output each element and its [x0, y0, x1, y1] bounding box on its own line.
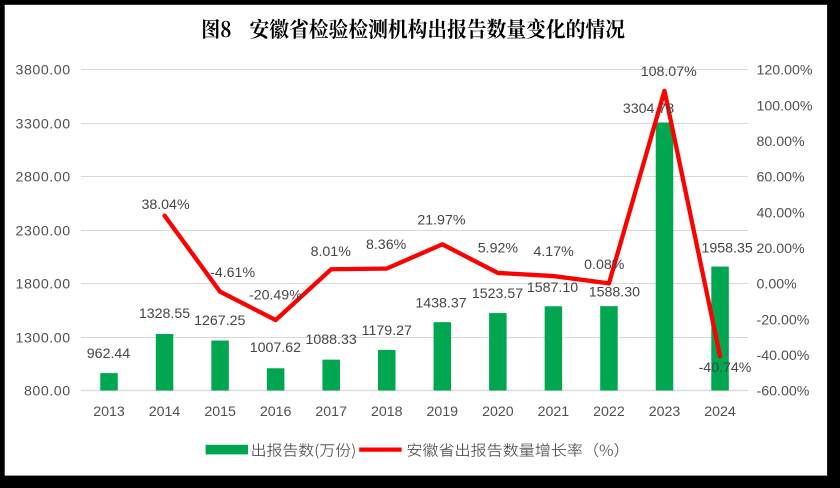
svg-text:2020: 2020: [482, 404, 514, 420]
svg-text:0.08%: 0.08%: [584, 257, 625, 273]
svg-text:21.97%: 21.97%: [417, 213, 466, 229]
svg-text:-4.61%: -4.61%: [210, 265, 255, 281]
svg-text:60.00%: 60.00%: [757, 170, 806, 186]
svg-text:2017: 2017: [315, 404, 347, 420]
svg-text:2014: 2014: [149, 404, 181, 420]
svg-text:800.00: 800.00: [24, 384, 71, 400]
svg-text:962.44: 962.44: [87, 346, 131, 362]
svg-text:3304.78: 3304.78: [623, 101, 674, 117]
svg-text:2021: 2021: [538, 404, 570, 420]
svg-text:1328.55: 1328.55: [139, 306, 190, 322]
svg-text:8.36%: 8.36%: [366, 237, 407, 253]
svg-text:80.00%: 80.00%: [757, 134, 806, 150]
svg-text:4.17%: 4.17%: [533, 244, 574, 260]
svg-text:2018: 2018: [371, 404, 403, 420]
svg-text:2013: 2013: [93, 404, 125, 420]
svg-text:1007.62: 1007.62: [250, 340, 301, 356]
svg-text:0.00%: 0.00%: [757, 277, 798, 293]
svg-text:108.07%: 108.07%: [641, 64, 697, 80]
svg-text:2800.00: 2800.00: [16, 170, 71, 186]
svg-text:2019: 2019: [427, 404, 459, 420]
svg-text:1800.00: 1800.00: [16, 277, 71, 293]
svg-text:1958.35: 1958.35: [701, 241, 752, 257]
svg-text:1267.25: 1267.25: [194, 313, 245, 329]
svg-text:1523.57: 1523.57: [472, 286, 523, 302]
svg-text:1300.00: 1300.00: [16, 331, 71, 347]
svg-text:-60.00%: -60.00%: [757, 384, 810, 400]
svg-text:100.00%: 100.00%: [757, 98, 813, 114]
svg-text:-40.74%: -40.74%: [699, 360, 752, 376]
svg-text:20.00%: 20.00%: [757, 241, 806, 257]
svg-text:-40.00%: -40.00%: [757, 348, 810, 364]
svg-text:40.00%: 40.00%: [757, 205, 806, 221]
svg-text:2016: 2016: [260, 404, 292, 420]
svg-text:2023: 2023: [649, 404, 681, 420]
svg-text:2022: 2022: [593, 404, 625, 420]
svg-text:5.92%: 5.92%: [478, 240, 519, 256]
svg-text:2024: 2024: [704, 404, 736, 420]
svg-text:1179.27: 1179.27: [362, 323, 412, 339]
svg-text:-20.49%: -20.49%: [249, 287, 302, 303]
svg-text:2300.00: 2300.00: [16, 224, 71, 240]
svg-text:8.01%: 8.01%: [311, 244, 352, 260]
svg-text:1587.10: 1587.10: [527, 280, 578, 296]
svg-text:120.00%: 120.00%: [757, 63, 813, 79]
svg-text:1088.33: 1088.33: [305, 332, 356, 348]
svg-text:38.04%: 38.04%: [141, 197, 190, 213]
svg-text:2015: 2015: [204, 404, 236, 420]
svg-text:1588.30: 1588.30: [589, 284, 640, 300]
svg-text:3800.00: 3800.00: [16, 63, 71, 79]
svg-text:1438.37: 1438.37: [415, 295, 466, 311]
svg-text:3300.00: 3300.00: [16, 117, 71, 133]
svg-text:-20.00%: -20.00%: [757, 312, 810, 328]
